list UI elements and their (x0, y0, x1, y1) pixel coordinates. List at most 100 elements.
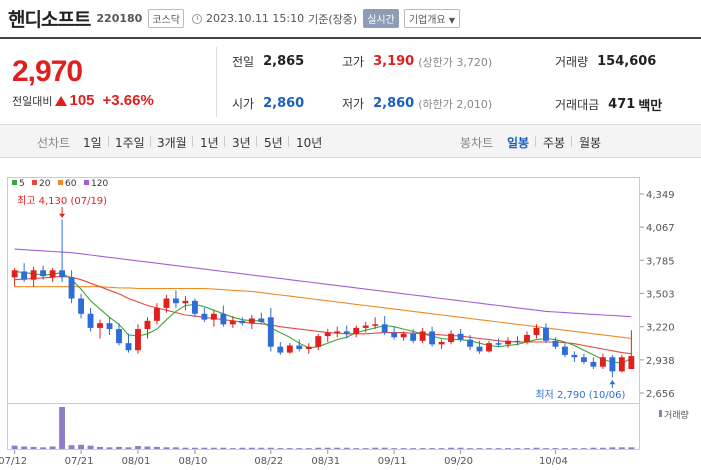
x-tick-label: 07/21 (65, 456, 94, 467)
candle-body (400, 333, 407, 338)
candle-body (524, 334, 530, 342)
volume-bar (438, 448, 445, 449)
company-overview-label: 기업개요 (408, 15, 446, 26)
x-tick-label: 09/20 (444, 456, 473, 467)
max-price-annotation: 최고 4,130 (07/19) (17, 195, 107, 207)
volume-bar (524, 448, 530, 449)
volume-bar (486, 448, 492, 449)
volume-bar (505, 448, 511, 449)
candle-body (220, 313, 227, 325)
x-tick-label: 07/12 (0, 456, 27, 467)
candle-body (182, 300, 189, 304)
candle-body (97, 323, 103, 328)
max-arrow-head (59, 213, 66, 218)
volume-bar (116, 446, 122, 449)
tab-1y[interactable]: 1년 (200, 136, 219, 150)
candle-body (296, 345, 303, 350)
candle-body (590, 361, 597, 367)
volume-bar (315, 447, 322, 449)
candle-body (305, 346, 312, 350)
volume-bar (391, 448, 398, 449)
legend-swatch (84, 180, 89, 185)
legend-label: 120 (91, 179, 108, 189)
price-chart[interactable]: 5 20 60 120 2,656 2,938 3,220 3,503 3,785 4,067 4,… (0, 159, 701, 470)
tab-1d[interactable]: 1일 (83, 136, 102, 150)
tab-monthly[interactable]: 월봉 (579, 136, 602, 150)
candle-body (410, 333, 417, 341)
min-arrow-head (609, 380, 616, 385)
candle-body (30, 270, 37, 280)
candle-body (315, 336, 322, 347)
x-tick-label: 09/11 (378, 456, 407, 467)
high-label: 고가 (342, 55, 365, 69)
volume-bar (258, 447, 265, 449)
volume-bar (40, 447, 47, 449)
volume-bar (97, 446, 103, 449)
tab-weekly[interactable]: 주봉 (543, 136, 566, 150)
amount-value: 471 (608, 97, 636, 112)
tab-5y[interactable]: 5년 (264, 136, 283, 150)
change-row: 전일대비 105 +3.66% (12, 92, 154, 109)
volume-bar (239, 447, 246, 449)
tab-3y[interactable]: 3년 (232, 136, 251, 150)
volume-label: 거래량 (555, 55, 589, 69)
tab-separator (224, 136, 225, 147)
candle-body (495, 343, 502, 345)
volume-bar (448, 447, 455, 449)
company-overview-button[interactable]: 기업개요 ▼ (403, 9, 460, 28)
tab-1w[interactable]: 1주일 (115, 136, 145, 150)
change-label: 전일대비 (12, 94, 53, 108)
x-tick-label: 08/22 (254, 456, 283, 467)
volume-bar (457, 447, 464, 449)
candle-body (21, 271, 28, 280)
candle-body (599, 357, 606, 367)
line-chart-label: 선차트 (37, 136, 71, 150)
volume-bar (172, 447, 179, 449)
tab-3m[interactable]: 3개월 (157, 136, 187, 150)
tab-10y[interactable]: 10년 (296, 136, 323, 150)
candle-body (353, 327, 360, 334)
volume-bar (419, 448, 426, 449)
candle-body (324, 332, 331, 337)
candle-body (429, 331, 436, 345)
volume-bar (229, 448, 236, 449)
volume-bar (514, 448, 521, 449)
change-value: 105 (69, 92, 95, 109)
legend-swatch (32, 180, 37, 185)
volume-bar (296, 448, 303, 449)
market-badge: 코스닥 (148, 9, 184, 28)
candle-body (448, 333, 455, 342)
legend-label: 60 (65, 179, 77, 189)
volume-bar (599, 447, 606, 449)
volume-bar (562, 448, 568, 449)
volume-bar (628, 447, 635, 449)
min-price-annotation: 최저 2,790 (10/06) (535, 389, 625, 401)
candle-body (618, 357, 625, 372)
candle-body (609, 357, 616, 372)
candle-body (543, 327, 549, 341)
candle-body (286, 345, 293, 353)
lower-limit: (하한가 2,010) (418, 97, 493, 111)
candle-body (343, 331, 350, 334)
tab-daily[interactable]: 일봉 (507, 136, 530, 150)
volume-bar (87, 445, 94, 449)
candle-body (154, 307, 160, 321)
candle-body (438, 341, 445, 345)
realtime-button[interactable]: 실시간 (363, 9, 399, 28)
candle-body (419, 331, 426, 341)
legend-swatch (12, 180, 17, 185)
y-tick-label: 4,067 (646, 223, 675, 234)
volume-bar (543, 448, 549, 449)
y-tick-label: 3,785 (646, 256, 675, 267)
x-tick-label: 08/10 (178, 456, 207, 467)
volume-bar (191, 447, 198, 449)
volume-bar (552, 448, 559, 449)
volume-bar (372, 447, 379, 449)
candle-body (467, 339, 474, 347)
x-tick-label: 08/01 (122, 456, 151, 467)
candle-body (562, 346, 568, 355)
volume-bar (154, 446, 160, 449)
volume-bar (381, 447, 388, 449)
high-value: 3,190 (373, 54, 415, 69)
volume-bar (334, 447, 341, 449)
